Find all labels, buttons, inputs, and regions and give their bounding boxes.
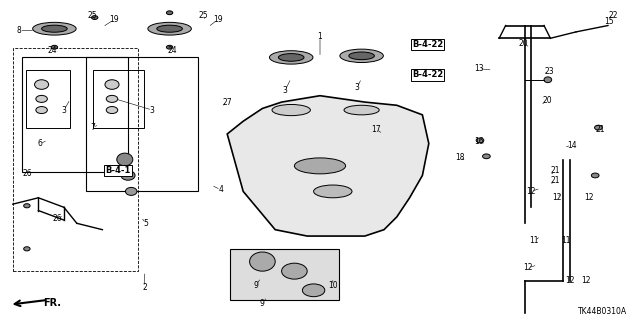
- Text: 17: 17: [371, 125, 381, 134]
- Bar: [22, 57, 128, 172]
- Ellipse shape: [278, 54, 304, 61]
- Bar: [230, 249, 339, 300]
- Text: 3: 3: [61, 106, 67, 115]
- Ellipse shape: [24, 247, 30, 251]
- Ellipse shape: [250, 252, 275, 271]
- Ellipse shape: [105, 80, 119, 89]
- Text: 21: 21: [551, 166, 560, 175]
- Bar: [13, 48, 138, 271]
- Ellipse shape: [303, 284, 325, 297]
- Ellipse shape: [157, 25, 182, 32]
- Ellipse shape: [340, 49, 383, 63]
- Text: 11: 11: [530, 236, 539, 245]
- Ellipse shape: [591, 173, 599, 178]
- Text: 2: 2: [142, 283, 147, 292]
- Ellipse shape: [106, 107, 118, 114]
- Text: B-4-1: B-4-1: [106, 166, 131, 175]
- Polygon shape: [227, 96, 429, 236]
- Text: 20: 20: [542, 96, 552, 105]
- Text: 12: 12: [552, 193, 561, 202]
- Ellipse shape: [51, 45, 58, 49]
- Text: 4: 4: [218, 185, 223, 194]
- Text: 24: 24: [168, 46, 178, 55]
- Ellipse shape: [349, 52, 374, 60]
- Text: 12: 12: [581, 276, 590, 285]
- Text: 3: 3: [282, 86, 287, 95]
- Text: 3: 3: [355, 83, 360, 92]
- Ellipse shape: [269, 51, 313, 64]
- Text: 16: 16: [474, 137, 484, 146]
- Text: 8: 8: [17, 26, 22, 35]
- Text: B-4-22: B-4-22: [412, 70, 443, 79]
- Ellipse shape: [36, 107, 47, 114]
- Ellipse shape: [121, 171, 135, 180]
- Ellipse shape: [33, 22, 76, 35]
- Text: 10: 10: [328, 281, 338, 290]
- Ellipse shape: [544, 77, 552, 83]
- Text: FR.: FR.: [44, 298, 61, 308]
- Ellipse shape: [117, 153, 133, 166]
- Bar: [86, 57, 198, 191]
- Text: 12: 12: [565, 276, 574, 285]
- Text: 20: 20: [518, 39, 529, 48]
- Ellipse shape: [483, 154, 490, 159]
- Text: 12: 12: [527, 187, 536, 196]
- Ellipse shape: [282, 263, 307, 279]
- Text: 22: 22: [609, 11, 618, 20]
- Text: 26: 26: [22, 169, 32, 178]
- Ellipse shape: [42, 25, 67, 32]
- Ellipse shape: [344, 105, 379, 115]
- Ellipse shape: [476, 138, 484, 143]
- Ellipse shape: [35, 80, 49, 89]
- Text: 7: 7: [90, 123, 95, 132]
- Text: 6: 6: [37, 139, 42, 148]
- Text: 25: 25: [88, 11, 98, 20]
- Text: TK44B0310A: TK44B0310A: [578, 307, 627, 315]
- Ellipse shape: [294, 158, 346, 174]
- Ellipse shape: [36, 95, 47, 102]
- Text: 27: 27: [222, 98, 232, 107]
- Text: 12: 12: [584, 193, 593, 202]
- Text: 19: 19: [109, 15, 119, 24]
- Text: 15: 15: [604, 17, 614, 26]
- Bar: [93, 70, 144, 128]
- Ellipse shape: [272, 104, 310, 116]
- Text: 1: 1: [317, 32, 323, 41]
- Text: 9: 9: [253, 281, 259, 290]
- Ellipse shape: [125, 188, 137, 195]
- Text: 14: 14: [566, 141, 577, 150]
- Ellipse shape: [166, 11, 173, 15]
- Text: 11: 11: [562, 236, 571, 245]
- Ellipse shape: [106, 95, 118, 102]
- Text: 18: 18: [455, 153, 464, 162]
- Text: 24: 24: [47, 46, 58, 55]
- Text: 26: 26: [52, 214, 63, 223]
- Ellipse shape: [166, 45, 173, 49]
- Text: 12: 12: [524, 263, 532, 272]
- Text: 9: 9: [260, 299, 265, 308]
- Text: 21: 21: [596, 125, 605, 134]
- Ellipse shape: [148, 22, 191, 35]
- Ellipse shape: [595, 125, 602, 130]
- Text: 25: 25: [198, 11, 209, 20]
- Ellipse shape: [314, 185, 352, 198]
- Text: 19: 19: [212, 15, 223, 24]
- Text: 13: 13: [474, 64, 484, 73]
- Text: 5: 5: [143, 219, 148, 228]
- Ellipse shape: [92, 16, 98, 19]
- Text: B-4-22: B-4-22: [412, 40, 443, 49]
- Ellipse shape: [24, 204, 30, 208]
- Text: 23: 23: [544, 67, 554, 76]
- Text: 21: 21: [551, 176, 560, 185]
- Text: 3: 3: [150, 106, 155, 115]
- Bar: [26, 70, 70, 128]
